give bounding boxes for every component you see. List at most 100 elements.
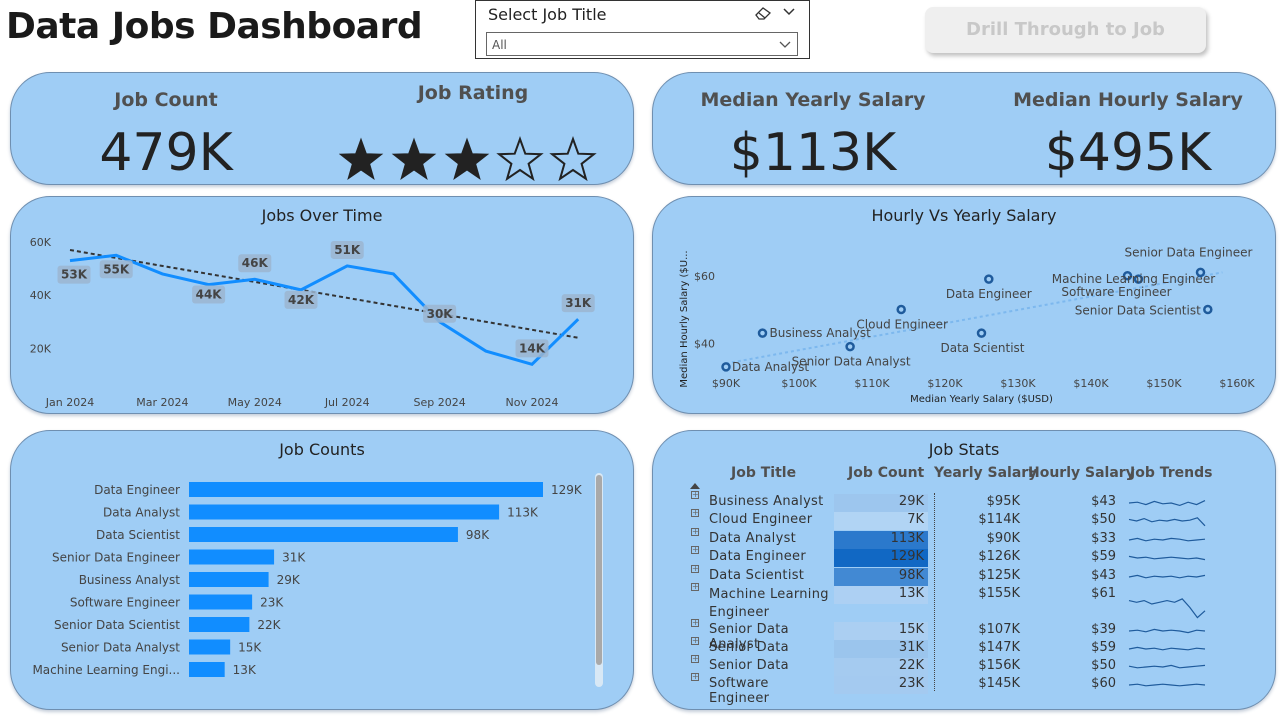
cell-job-title: Senior Data [709, 640, 789, 655]
expand-icon[interactable]: + [691, 654, 699, 663]
sparkline-path [1128, 555, 1206, 561]
kpi-card-left: Job Count 479K Job Rating [10, 72, 634, 185]
col-header-job-title[interactable]: Job Title [731, 465, 797, 481]
expand-icon[interactable]: + [691, 564, 699, 573]
jobs-over-time-chart[interactable]: 20K 40K 60K Jan 2024 Mar 2024 May 2024 Jul 202… [11, 197, 635, 415]
data-label-bg [192, 285, 226, 304]
data-label-bg [561, 294, 595, 313]
table-row[interactable]: + Senior Data Analyst 15K $107K $39 [653, 618, 1253, 652]
job-trend-sparkline [1128, 646, 1206, 651]
job-trend-sparkline [1128, 628, 1206, 634]
sparkline-path [1128, 517, 1206, 527]
scrollbar-track[interactable] [595, 473, 603, 687]
job-stats-card: Job Stats Job Title Job Count Yearly Sal… [652, 430, 1276, 710]
table-row[interactable]: + Machine Learning Engineer 13K $155K $61 [653, 582, 1253, 620]
drill-through-button[interactable]: Drill Through to Job [925, 7, 1206, 53]
data-label-bg [330, 240, 364, 259]
job-title-slicer[interactable]: Select Job Title All [475, 0, 810, 59]
x-tick-label: $140K [1073, 377, 1109, 390]
bar-category-label: Senior Data Engineer [52, 551, 180, 565]
bar-value-label: 29K [277, 573, 301, 587]
slicer-dropdown[interactable]: All [486, 32, 798, 56]
cell-job-title: Machine Learning Engineer [709, 587, 829, 620]
cell-hourly-salary: $50 [1091, 512, 1116, 527]
column-divider [934, 493, 935, 691]
job-trend-sparkline [1128, 683, 1206, 687]
expand-icon[interactable]: + [691, 582, 699, 591]
star-filled-icon [391, 137, 437, 180]
expand-icon[interactable]: + [691, 527, 699, 536]
table-row[interactable]: + Software Engineer 23K $145K $60 [653, 672, 1253, 706]
hourly-vs-yearly-chart[interactable]: $90K $100K $110K $120K $130K $140K $150K $160K $… [653, 197, 1277, 415]
job-stats-title: Job Stats [928, 440, 1000, 459]
job-counts-chart[interactable]: Data Engineer 129K Data Analyst 113K Data Sc… [11, 431, 635, 711]
job-trend-sparkline [1128, 500, 1206, 507]
table-row[interactable]: + Data Scientist 98K $125K $43 [653, 564, 1253, 586]
col-header-hourly-salary[interactable]: Hourly Salary [1028, 465, 1135, 481]
col-header-job-trends[interactable]: Job Trends [1130, 465, 1213, 481]
sparkline-path [1128, 664, 1206, 669]
cell-hourly-salary: $39 [1091, 622, 1116, 637]
y-tick-label: 40K [30, 289, 52, 302]
cell-yearly-salary: $155K [978, 586, 1020, 601]
median-yearly-salary-label: Median Yearly Salary [700, 89, 926, 111]
x-tick-label: May 2024 [228, 396, 282, 409]
cell-job-title: Software Engineer [709, 676, 770, 706]
cell-hourly-salary: $60 [1091, 676, 1116, 691]
table-row[interactable]: + Cloud Engineer 7K $114K $50 [653, 508, 1253, 530]
bar-category-label: Senior Data Scientist [54, 618, 180, 632]
sort-ascending-icon[interactable] [690, 483, 700, 490]
expand-icon[interactable]: + [691, 508, 699, 517]
slicer-selected-value: All [492, 38, 507, 52]
bar-value-label: 13K [233, 663, 257, 677]
bar-value-label: 129K [551, 483, 583, 497]
table-row[interactable]: + Data Engineer 129K $126K $59 [653, 545, 1253, 567]
col-header-job-count[interactable]: Job Count [848, 465, 925, 481]
sparkline-path [1128, 628, 1206, 634]
job-rating-label: Job Rating [417, 82, 529, 104]
point-label: Senior Data Engineer [1125, 245, 1253, 259]
point-label: Cloud Engineer [856, 318, 948, 332]
bar-category-label: Machine Learning Engi... [32, 663, 180, 677]
x-axis-title: Median Yearly Salary ($USD) [910, 394, 1053, 405]
x-tick-label: Mar 2024 [136, 396, 188, 409]
data-label-bg [515, 339, 549, 358]
job-counts-title: Job Counts [279, 440, 365, 459]
bar [189, 549, 275, 565]
col-header-yearly-salary[interactable]: Yearly Salary [934, 465, 1038, 481]
y-tick-label: $40 [694, 337, 715, 350]
cell-hourly-salary: $43 [1091, 568, 1116, 583]
table-row[interactable]: + Senior Data 31K $147K $59 [653, 636, 1253, 658]
expand-icon[interactable]: + [691, 618, 699, 627]
x-tick-label: $100K [781, 377, 817, 390]
cell-yearly-salary: $107K [978, 622, 1020, 637]
eraser-icon[interactable] [754, 5, 772, 21]
table-row[interactable]: + Senior Data 22K $156K $50 [653, 654, 1253, 676]
table-row[interactable]: + Business Analyst 29K $95K $43 [653, 490, 1253, 512]
x-tick-label: Sep 2024 [413, 396, 465, 409]
cell-hourly-salary: $61 [1091, 586, 1116, 601]
cell-yearly-salary: $156K [978, 658, 1020, 673]
job-count-value: 479K [99, 123, 233, 183]
job-trend-sparkline [1128, 517, 1206, 527]
point-label: Machine Learning Engineer [1052, 272, 1215, 286]
expand-icon[interactable]: + [691, 545, 699, 554]
expand-icon[interactable]: + [691, 636, 699, 645]
cell-job-count: 31K [834, 640, 928, 658]
cell-job-count: 23K [834, 676, 928, 694]
expand-icon[interactable]: + [691, 672, 699, 681]
star-filled-icon [339, 137, 384, 180]
slicer-label: Select Job Title [488, 5, 607, 24]
table-row[interactable]: + Data Analyst 113K $90K $33 [653, 527, 1253, 549]
cell-job-title: Data Analyst [709, 531, 797, 546]
chevron-down-icon[interactable] [782, 5, 796, 19]
scrollbar-thumb[interactable] [596, 475, 602, 665]
cell-hourly-salary: $50 [1091, 658, 1116, 673]
data-label: 14K [519, 341, 546, 355]
bar [189, 594, 253, 610]
scatter-point [721, 362, 731, 372]
cell-job-count: 29K [834, 494, 928, 512]
cell-job-count: 13K [834, 586, 928, 604]
cell-job-count: 15K [834, 622, 928, 640]
expand-icon[interactable]: + [691, 490, 699, 499]
